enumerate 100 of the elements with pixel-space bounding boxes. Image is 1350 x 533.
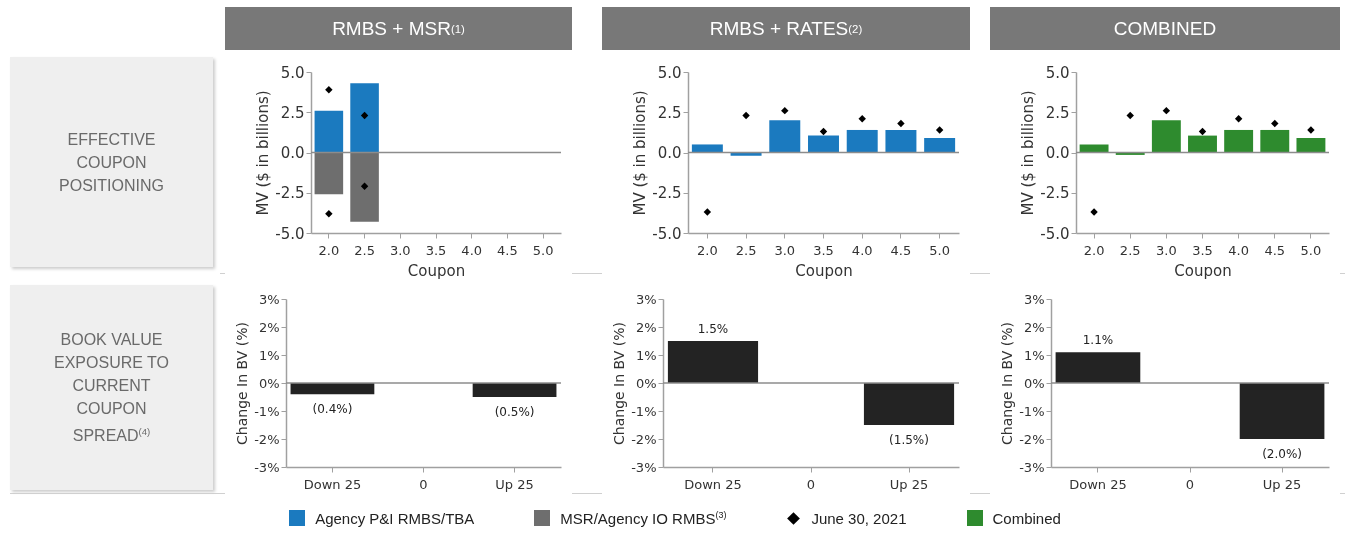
- y-tick-label: -1%: [1019, 403, 1045, 419]
- y-tick-label: 2%: [1023, 319, 1045, 335]
- y-tick-label: -5.0: [275, 224, 305, 243]
- bar: [350, 83, 379, 153]
- point: [742, 111, 750, 120]
- bar: [924, 138, 956, 153]
- x-tick-label: Up 25: [495, 476, 534, 492]
- x-tick-label: 4.5: [1264, 242, 1286, 258]
- y-tick-label: -5.0: [652, 224, 682, 243]
- y-axis-title: Change In BV (%): [999, 322, 1016, 445]
- y-tick-label: -2%: [1019, 431, 1045, 447]
- y-tick-label: 0%: [258, 375, 280, 391]
- x-axis-title: Coupon: [407, 261, 466, 280]
- chart-title: RMBS + RATES$^{(2)}$: [602, 7, 970, 50]
- x-tick-label: 4.0: [461, 242, 483, 258]
- bar: [314, 110, 344, 153]
- y-tick-label: 5.0: [1045, 63, 1070, 82]
- point: [1271, 119, 1279, 128]
- y-tick-label: 5.0: [657, 63, 682, 82]
- y-tick-label: 0.0: [1045, 144, 1070, 162]
- legend-label: MSR/Agency IO RMBS$^{(3)}$: [560, 509, 727, 527]
- chart-title: COMBINED: [990, 7, 1340, 50]
- x-tick-label: 3.0: [1156, 242, 1177, 258]
- y-tick-label: 2%: [258, 319, 280, 335]
- data-label: (0.4%): [312, 402, 353, 417]
- point: [1162, 106, 1171, 115]
- point: [1234, 114, 1243, 123]
- x-tick-label: 2.5: [735, 242, 757, 258]
- data-label: 1.5%: [697, 322, 729, 336]
- point: [325, 209, 333, 218]
- y-tick-label: -2%: [631, 431, 657, 447]
- y-tick-label: 2.5: [280, 103, 305, 122]
- bar: [314, 152, 344, 195]
- x-tick-label: 2.0: [318, 242, 340, 258]
- point: [897, 119, 905, 128]
- y-tick-label: 1%: [1023, 347, 1045, 363]
- y-tick-label: -1%: [254, 403, 280, 419]
- text: BOOK VALUE EXPOSURE TO CURRENT COUPON SPREAD$^{(4)}$: [53, 329, 170, 447]
- x-tick-label: 5.0: [1300, 242, 1322, 258]
- x-tick-label: 3.0: [389, 242, 411, 258]
- text: EFFECTIVE COUPON POSITIONING: [58, 129, 165, 196]
- y-axis-title: Change In BV (%): [234, 322, 251, 445]
- x-tick-label: 2.0: [1083, 242, 1105, 258]
- y-tick-label: -2.5: [652, 184, 682, 203]
- bar: [1224, 129, 1254, 153]
- x-tick-label: 5.0: [929, 242, 950, 258]
- point: [858, 114, 866, 123]
- point: [1126, 111, 1134, 120]
- y-tick-label: -2.5: [1040, 184, 1070, 203]
- bar: [1260, 129, 1290, 153]
- x-tick-label: Down 25: [1069, 476, 1127, 492]
- y-tick-label: 3%: [635, 291, 657, 307]
- data-label: (1.5%): [889, 433, 929, 447]
- y-tick-label: 0.0: [280, 144, 305, 162]
- y-axis-title: MV ($ in billions): [254, 90, 273, 216]
- y-tick-label: 2%: [635, 319, 657, 335]
- y-tick-label: 3%: [258, 291, 280, 307]
- x-tick-label: 2.5: [1119, 242, 1141, 258]
- x-tick-label: 3.0: [774, 242, 796, 258]
- point: [1198, 127, 1207, 136]
- x-tick-label: 0: [1185, 476, 1195, 492]
- legend-label: June 30, 2021: [811, 509, 907, 527]
- y-tick-label: 0%: [635, 375, 657, 391]
- x-tick-label: 4.0: [851, 242, 873, 258]
- x-tick-label: 3.5: [1192, 242, 1213, 258]
- bar: [808, 135, 839, 153]
- legend-label: Combined: [992, 509, 1061, 527]
- bar: [1188, 135, 1217, 153]
- y-tick-label: 2.5: [657, 103, 682, 122]
- y-tick-label: -5.0: [1040, 224, 1070, 243]
- bar: [1296, 138, 1326, 153]
- x-axis-title: Coupon: [795, 261, 853, 280]
- x-tick-label: 4.5: [497, 242, 518, 258]
- bar: [769, 120, 801, 153]
- data-label: (2.0%): [1262, 447, 1302, 461]
- x-tick-label: 2.0: [697, 242, 718, 258]
- point: [360, 182, 369, 191]
- data-label: 1.1%: [1082, 333, 1114, 348]
- y-tick-label: -2.5: [275, 184, 305, 203]
- bar: [1151, 120, 1181, 153]
- y-axis-title: MV ($ in billions): [1019, 90, 1038, 216]
- x-tick-label: 3.5: [425, 242, 447, 258]
- x-tick-label: 0: [419, 476, 428, 492]
- x-tick-label: Down 25: [684, 476, 742, 492]
- x-tick-label: 5.0: [532, 242, 554, 258]
- y-tick-label: 1%: [258, 347, 280, 363]
- y-tick-label: 1%: [635, 347, 657, 363]
- x-tick-label: 3.5: [813, 242, 834, 258]
- data-label: (0.5%): [494, 405, 535, 419]
- x-tick-label: 4.0: [1228, 242, 1249, 258]
- y-tick-label: 0%: [1023, 375, 1045, 391]
- x-axis-title: Coupon: [1174, 261, 1232, 280]
- point: [819, 127, 828, 136]
- y-tick-label: -3%: [1019, 459, 1045, 475]
- chart-title: RMBS + MSR$^{(1)}$: [225, 7, 572, 50]
- y-tick-label: -2%: [254, 431, 280, 447]
- point: [935, 126, 944, 134]
- y-axis-title: Change In BV (%): [611, 322, 628, 445]
- y-tick-label: -1%: [631, 403, 657, 419]
- point: [325, 86, 333, 94]
